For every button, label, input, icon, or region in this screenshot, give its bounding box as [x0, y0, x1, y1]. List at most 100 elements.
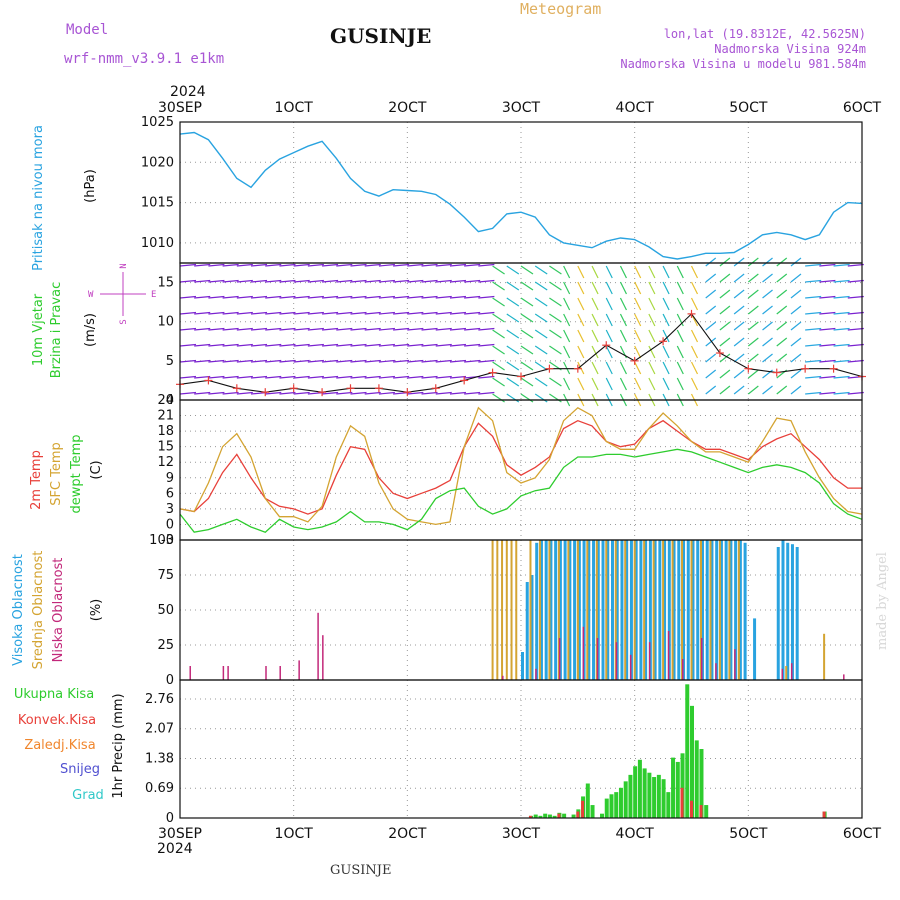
wind-arrow — [506, 313, 520, 323]
wind-arrow — [265, 343, 282, 347]
wind-arrow — [805, 359, 822, 363]
wind-arrow — [250, 327, 268, 331]
wind-arrow — [421, 311, 438, 315]
wind-arrow — [719, 337, 731, 347]
wind-arrow — [179, 311, 197, 315]
wind-arrow — [293, 343, 310, 347]
wind-arrow — [747, 305, 759, 315]
wind-arrow — [322, 295, 339, 299]
wind-arrow — [378, 327, 395, 331]
wind-arrow — [322, 279, 339, 283]
wind-arrow — [293, 375, 310, 379]
wind-arrow — [364, 375, 381, 379]
wind-arrow — [307, 327, 324, 331]
cloud-low-bar — [279, 666, 281, 680]
wind-arrow — [719, 385, 731, 395]
cloud-high-bar — [648, 540, 652, 680]
wind-arrow — [847, 359, 864, 363]
wind-arrow — [676, 313, 684, 327]
wind-arrow — [563, 329, 571, 343]
wind-arrow — [690, 281, 699, 295]
wind-arrow — [279, 263, 296, 267]
wind-arrow — [591, 377, 599, 391]
wind-arrow — [534, 377, 548, 387]
wind-arrow — [435, 295, 452, 299]
wind-arrow — [676, 345, 684, 359]
wind-arrow — [776, 353, 788, 363]
wind-arrow — [492, 297, 505, 307]
cloud-mid-bar — [557, 540, 560, 680]
wind-arrow — [719, 273, 731, 283]
wind-arrow — [478, 343, 495, 347]
wind-arrow — [662, 281, 670, 295]
x-tick-bottom: 4OCT — [616, 826, 655, 842]
wind-arrow — [194, 263, 211, 267]
wind-arrow — [577, 265, 585, 279]
wind-arrow — [747, 321, 759, 331]
wind-arrow — [506, 265, 520, 275]
cloud-high-bar — [535, 542, 539, 680]
wind-arrow — [421, 375, 438, 379]
precip-ytick: 2.76 — [145, 692, 174, 707]
wind-arrow — [662, 297, 670, 311]
model-name: wrf-nmm_v3.9.1 e1km — [64, 51, 224, 67]
cloud-high-bar — [592, 540, 596, 680]
wind-arrow — [619, 313, 627, 327]
wind-arrow — [265, 311, 282, 315]
wind-arrow — [265, 359, 282, 363]
wind-arrow — [676, 297, 684, 311]
cloud-high-bar — [658, 540, 662, 680]
wind-arrow — [805, 311, 822, 315]
pressure-ytick: 1010 — [141, 236, 174, 251]
precip-conv-bar — [690, 800, 693, 818]
wind-arrow — [847, 343, 864, 347]
wind-arrow — [591, 297, 599, 311]
wind-arrow — [336, 311, 353, 315]
precip-conv-bar — [576, 811, 580, 818]
wind-arrow — [293, 279, 310, 283]
wind-arrow — [421, 295, 438, 299]
wind-arrow — [194, 327, 211, 331]
compass-south: S — [119, 319, 129, 324]
wind-arrow — [364, 343, 381, 347]
wind-label-2: Brzina i Pravac — [49, 282, 64, 379]
cloud-high-bar — [539, 540, 543, 680]
wind-arrow — [421, 263, 438, 267]
precip-label-hail: Grad — [72, 788, 104, 803]
wind-arrow — [336, 391, 353, 395]
cloud-high-bar — [644, 540, 648, 680]
cloud-low-bar — [734, 649, 736, 680]
wind-arrow — [676, 281, 684, 295]
wind-arrow — [762, 353, 773, 363]
wind-arrow — [449, 279, 467, 283]
wind-arrow — [194, 279, 211, 283]
wind-arrow — [222, 375, 239, 379]
wind-arrow — [805, 375, 822, 379]
wind-arrow — [634, 297, 642, 311]
wind-arrow — [506, 297, 520, 307]
wind-arrow — [478, 311, 495, 315]
wind-arrow — [605, 313, 613, 327]
wind-arrow — [534, 329, 548, 339]
wind-arrow — [619, 281, 627, 295]
wind-arrow — [179, 263, 197, 267]
wind-arrow — [179, 327, 197, 331]
wind-arrow — [307, 359, 324, 363]
wind-arrow — [435, 359, 452, 363]
wind-arrow — [549, 377, 562, 387]
wind-arrow — [449, 359, 467, 363]
wind-arrow — [762, 321, 773, 331]
wind-arrow — [265, 295, 282, 299]
cloud-mid-bar — [671, 540, 674, 680]
pressure-ytick: 1020 — [141, 155, 174, 170]
wind-arrow — [492, 361, 505, 371]
wind-arrow — [435, 279, 452, 283]
precip-total-bar — [647, 772, 652, 818]
wind-arrow — [279, 311, 296, 315]
wind-arrow — [250, 295, 268, 299]
cloud-high-bar — [549, 540, 553, 680]
wind-arrow — [265, 279, 282, 283]
cloud-ytick: 100 — [149, 533, 174, 548]
wind-arrow — [449, 311, 467, 315]
